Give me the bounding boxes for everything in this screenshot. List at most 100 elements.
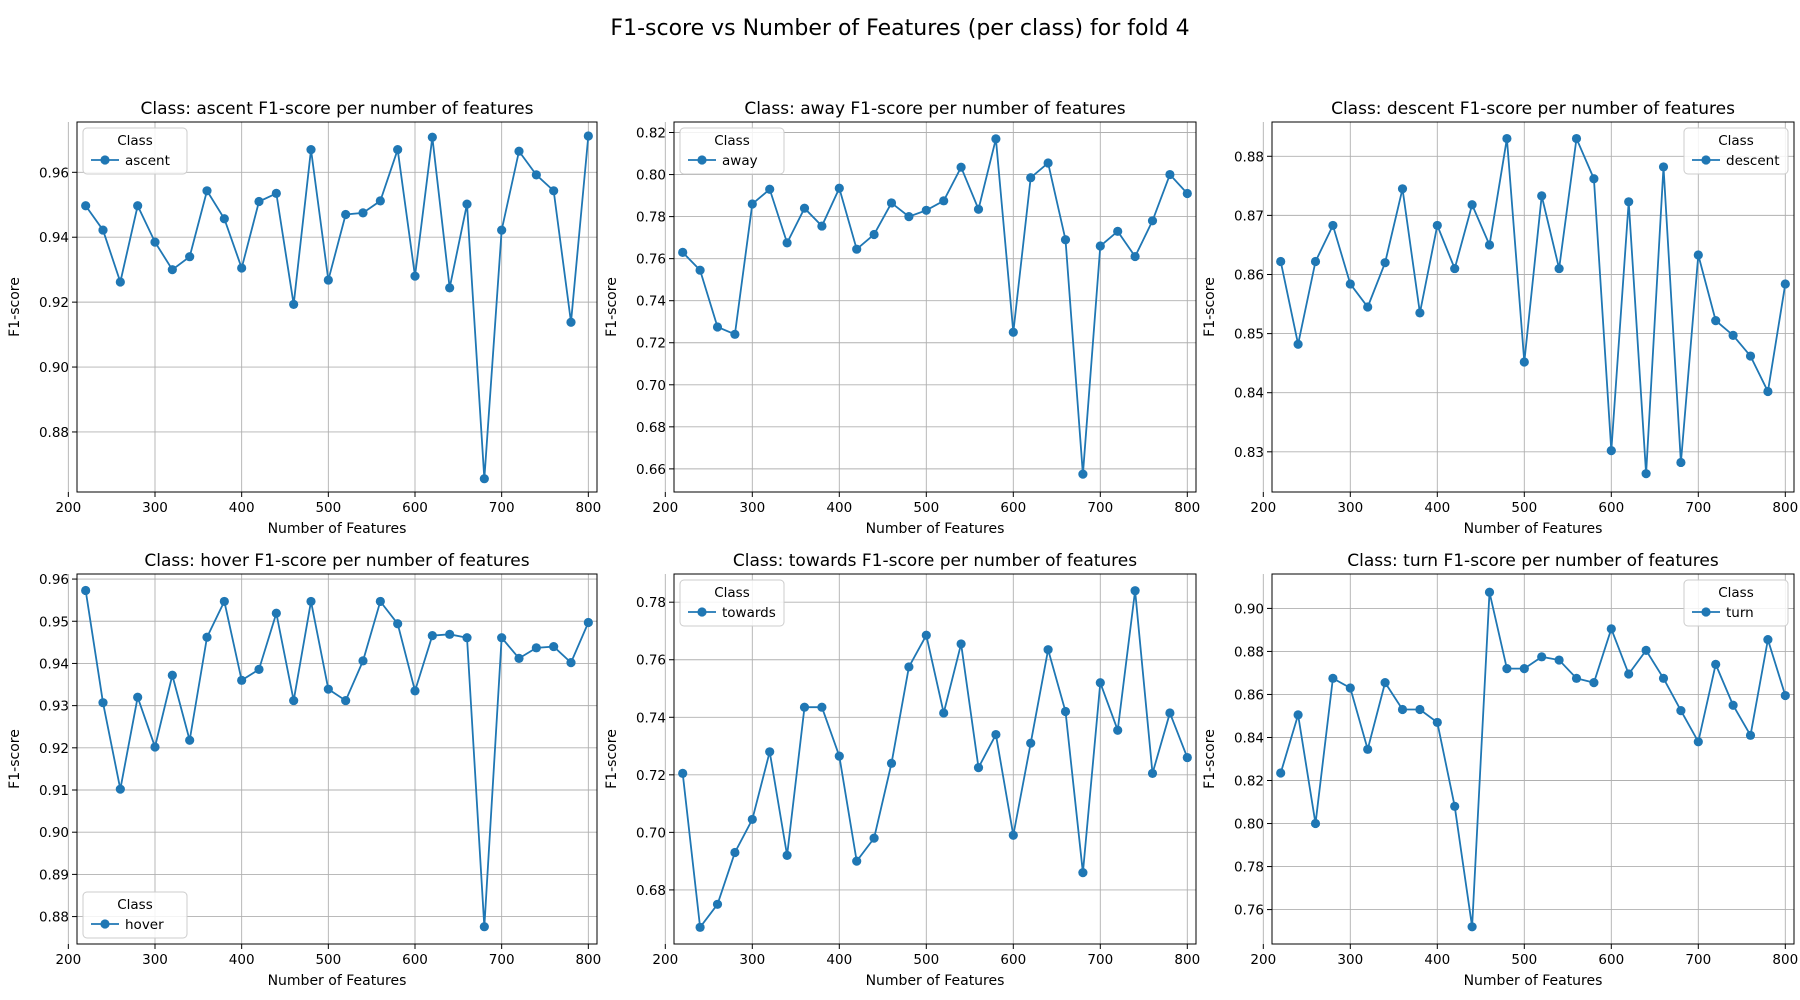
y-tick-label: 0.76 bbox=[636, 252, 666, 268]
data-point bbox=[869, 833, 879, 843]
data-point bbox=[1676, 457, 1686, 468]
legend: Class towards bbox=[679, 579, 785, 627]
data-point bbox=[904, 212, 914, 222]
data-point bbox=[1293, 339, 1303, 349]
legend-entry-label: towards bbox=[722, 605, 776, 621]
subplot-title: Class: descent F1-score per number of fe… bbox=[1331, 99, 1735, 119]
y-tick-label: 0.96 bbox=[39, 165, 69, 181]
subplot-3: Class: descent F1-score per number of fe… bbox=[1202, 99, 1798, 537]
data-point bbox=[1310, 818, 1321, 829]
legend-marker bbox=[1701, 607, 1711, 617]
data-point bbox=[1519, 664, 1529, 674]
y-tick-label: 0.88 bbox=[1234, 149, 1264, 165]
data-point bbox=[1711, 659, 1721, 669]
data-point bbox=[289, 299, 299, 310]
data-point bbox=[1554, 263, 1564, 274]
axes-frame bbox=[1271, 121, 1795, 493]
data-point bbox=[427, 630, 437, 641]
subplot-6: Class: turn F1-score per number of featu… bbox=[1202, 551, 1798, 989]
data-point bbox=[869, 229, 879, 240]
data-point bbox=[1450, 263, 1460, 274]
data-point bbox=[167, 670, 177, 680]
data-point bbox=[1745, 730, 1756, 740]
data-point bbox=[1780, 279, 1790, 289]
subplot-title: Class: hover F1-score per number of feat… bbox=[144, 551, 529, 571]
data-point bbox=[956, 162, 966, 172]
y-tick-label: 0.91 bbox=[39, 783, 69, 799]
data-point bbox=[323, 684, 333, 694]
y-tick-label: 0.82 bbox=[636, 126, 666, 142]
x-axis-label: Number of Features bbox=[268, 521, 407, 537]
data-point bbox=[1026, 738, 1036, 748]
data-point bbox=[991, 134, 1001, 144]
x-tick-label: 400 bbox=[229, 952, 255, 968]
legend-title: Class bbox=[714, 585, 750, 601]
data-point bbox=[202, 186, 212, 196]
data-point bbox=[1060, 235, 1071, 245]
legend-box bbox=[82, 127, 188, 175]
data-point bbox=[410, 686, 420, 696]
data-point bbox=[678, 768, 688, 778]
data-point bbox=[1130, 586, 1140, 596]
subplot-4: Class: hover F1-score per number of feat… bbox=[7, 551, 601, 989]
x-tick-label: 700 bbox=[489, 952, 515, 968]
data-point bbox=[1624, 669, 1634, 679]
data-point bbox=[271, 188, 281, 199]
y-tick-label: 0.66 bbox=[636, 462, 666, 478]
data-point bbox=[1432, 717, 1442, 728]
data-point bbox=[747, 814, 757, 825]
y-tick-label: 0.92 bbox=[39, 295, 69, 311]
y-tick-label: 0.80 bbox=[1234, 817, 1264, 833]
subplot-title: Class: turn F1-score per number of featu… bbox=[1347, 551, 1719, 571]
y-tick-label: 0.92 bbox=[39, 741, 69, 757]
data-point bbox=[237, 263, 247, 273]
data-point bbox=[1641, 645, 1651, 655]
x-tick-label: 200 bbox=[652, 500, 678, 516]
x-tick-label: 700 bbox=[1087, 952, 1113, 968]
legend-title: Class bbox=[714, 133, 750, 149]
data-point bbox=[1658, 162, 1669, 172]
data-point bbox=[237, 675, 247, 685]
data-point bbox=[921, 205, 931, 215]
data-point bbox=[549, 186, 559, 196]
data-point bbox=[358, 208, 368, 218]
y-tick-label: 0.68 bbox=[636, 883, 666, 899]
data-point bbox=[1078, 469, 1088, 479]
data-point bbox=[834, 751, 844, 761]
y-tick-label: 0.76 bbox=[636, 653, 666, 669]
data-point bbox=[747, 199, 757, 209]
data-point bbox=[1519, 357, 1529, 367]
data-point bbox=[1415, 308, 1425, 318]
data-point bbox=[678, 247, 688, 257]
y-axis-label: F1-score bbox=[7, 729, 23, 789]
subplot-grid: Class: ascent F1-score per number of fea… bbox=[7, 99, 1798, 989]
data-point bbox=[1345, 683, 1355, 693]
x-tick-label: 500 bbox=[1511, 952, 1537, 968]
data-point bbox=[479, 922, 489, 932]
y-axis-label: F1-score bbox=[7, 277, 23, 337]
x-tick-label: 200 bbox=[1250, 952, 1276, 968]
data-point bbox=[150, 742, 160, 752]
x-tick-label: 500 bbox=[315, 500, 341, 516]
data-point bbox=[1182, 752, 1192, 763]
data-point bbox=[445, 283, 455, 293]
data-point bbox=[566, 657, 576, 668]
data-point bbox=[393, 144, 403, 155]
data-point bbox=[973, 763, 984, 773]
y-tick-label: 0.70 bbox=[636, 825, 666, 841]
data-point bbox=[1380, 258, 1390, 268]
x-tick-label: 300 bbox=[739, 500, 765, 516]
data-point bbox=[358, 656, 368, 666]
legend-entry-label: hover bbox=[125, 917, 164, 933]
data-point bbox=[782, 850, 792, 860]
data-point bbox=[1467, 200, 1477, 210]
data-point bbox=[566, 317, 576, 327]
data-point bbox=[410, 271, 420, 281]
y-tick-label: 0.78 bbox=[1234, 860, 1264, 876]
data-point bbox=[695, 265, 705, 275]
data-point bbox=[497, 633, 507, 643]
data-point bbox=[427, 132, 437, 142]
data-point bbox=[1606, 446, 1616, 456]
data-point bbox=[81, 201, 91, 211]
subplot-1: Class: ascent F1-score per number of fea… bbox=[7, 99, 601, 537]
